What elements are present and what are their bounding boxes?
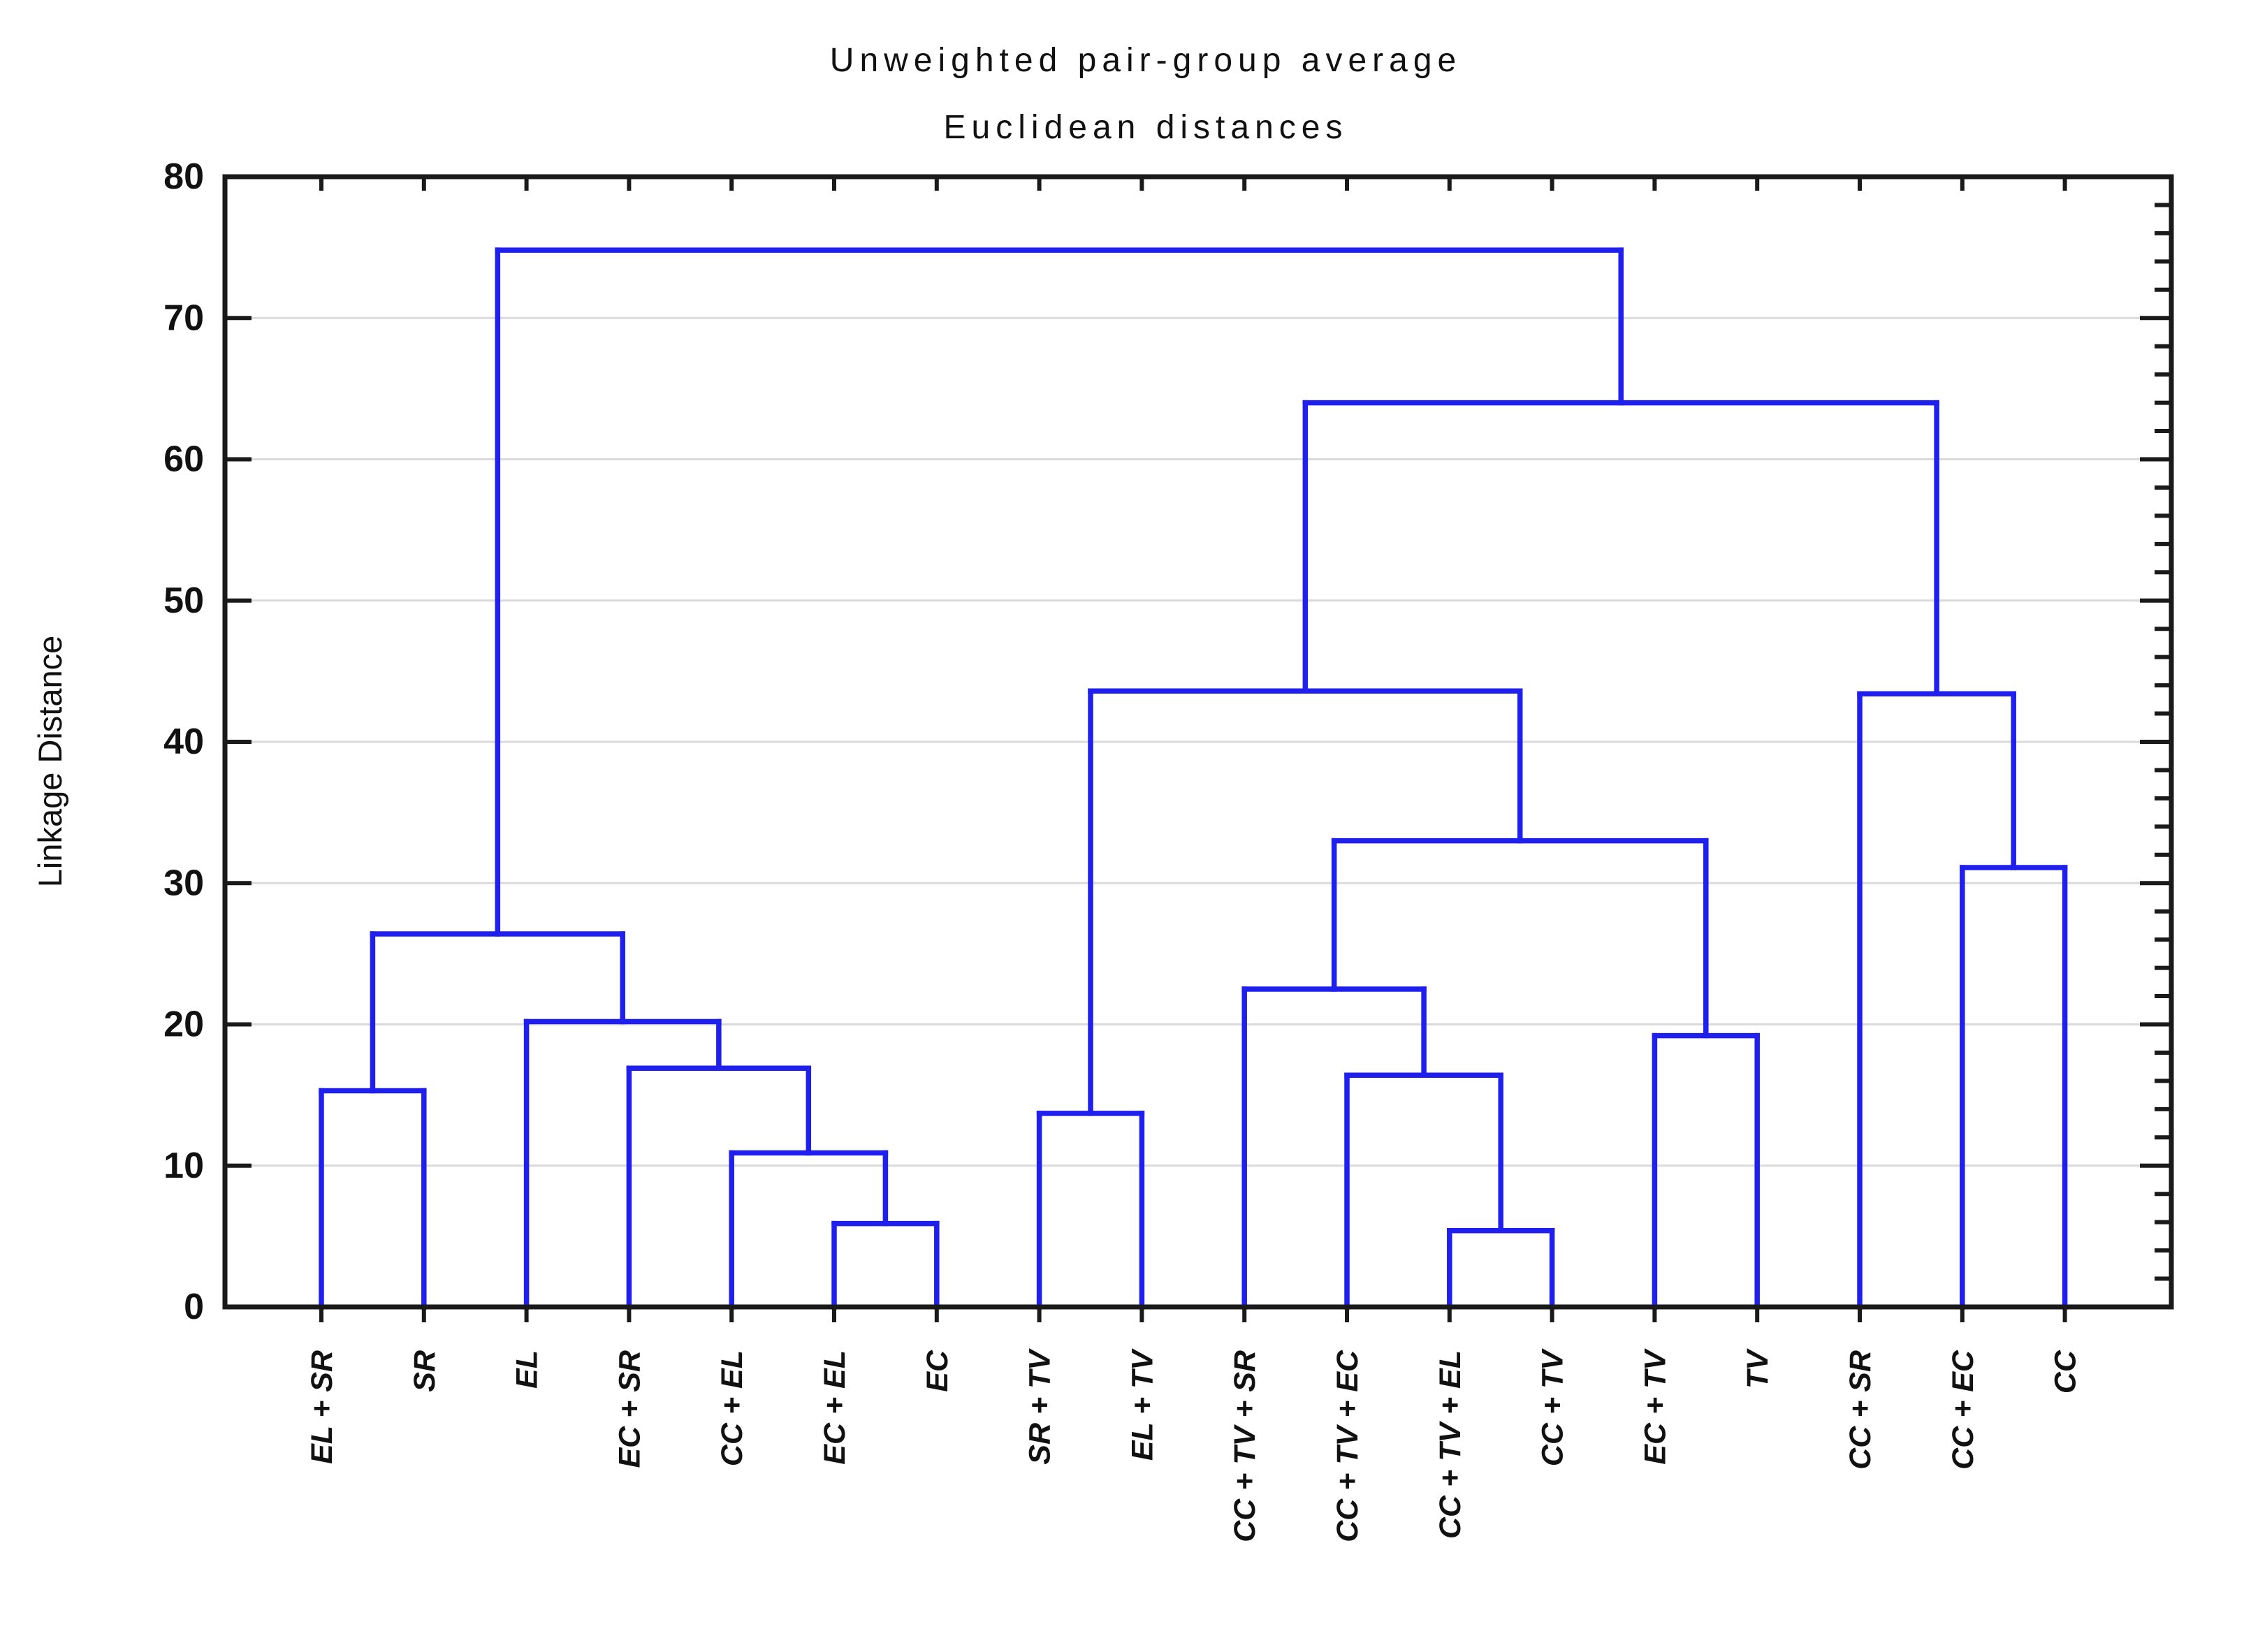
chart-subtitle: Euclidean distances bbox=[944, 109, 1348, 146]
x-axis-leaf-label: CC bbox=[2049, 1350, 2083, 1394]
dendrogram-link bbox=[495, 247, 1624, 937]
y-axis-title: Linkage Distance bbox=[31, 636, 68, 888]
x-axis-leaf-label: EC + TV bbox=[1638, 1348, 1672, 1465]
y-axis-tick-label: 70 bbox=[163, 298, 204, 338]
y-axis-tick-label: 20 bbox=[163, 1004, 204, 1045]
x-axis-leaf-label: EL bbox=[511, 1350, 544, 1389]
x-axis-leaf-label: SR bbox=[408, 1350, 442, 1392]
y-axis-tick-label: 50 bbox=[163, 580, 204, 621]
y-axis-tick-label: 60 bbox=[163, 439, 204, 480]
y-axis-tick-label: 30 bbox=[163, 863, 204, 903]
x-axis-leaf-label: CC + EL bbox=[715, 1350, 749, 1466]
x-axis-leaf-label: CC + TV + EC bbox=[1331, 1350, 1364, 1542]
y-axis-tick-label: 10 bbox=[163, 1146, 204, 1186]
x-axis-leaf-label: SR + TV bbox=[1023, 1348, 1057, 1465]
x-axis-leaf-label: CC + TV bbox=[1536, 1348, 1570, 1466]
y-axis-tick-label: 40 bbox=[163, 722, 204, 762]
x-axis-leaf-label: EC bbox=[921, 1350, 954, 1392]
x-axis-leaf-label: CC + EC bbox=[1946, 1350, 1980, 1470]
x-axis-leaf-label: EC + EL bbox=[818, 1350, 852, 1465]
x-axis-leaf-label: EL + SR bbox=[305, 1350, 339, 1464]
x-axis-leaf-label: CC + TV + EL bbox=[1434, 1350, 1467, 1539]
y-axis-tick-label: 0 bbox=[184, 1287, 204, 1327]
x-axis-leaf-label: CC + SR bbox=[1844, 1350, 1877, 1470]
x-axis-leaf-label: CC + TV + SR bbox=[1228, 1350, 1262, 1542]
y-axis-tick-label: 80 bbox=[163, 156, 204, 197]
x-axis-leaf-label: EL + TV bbox=[1125, 1348, 1159, 1461]
chart-title: Unweighted pair-group average bbox=[830, 42, 1462, 79]
x-axis-leaf-label: TV bbox=[1741, 1348, 1775, 1389]
x-axis-leaf-label: EC + SR bbox=[613, 1350, 646, 1468]
